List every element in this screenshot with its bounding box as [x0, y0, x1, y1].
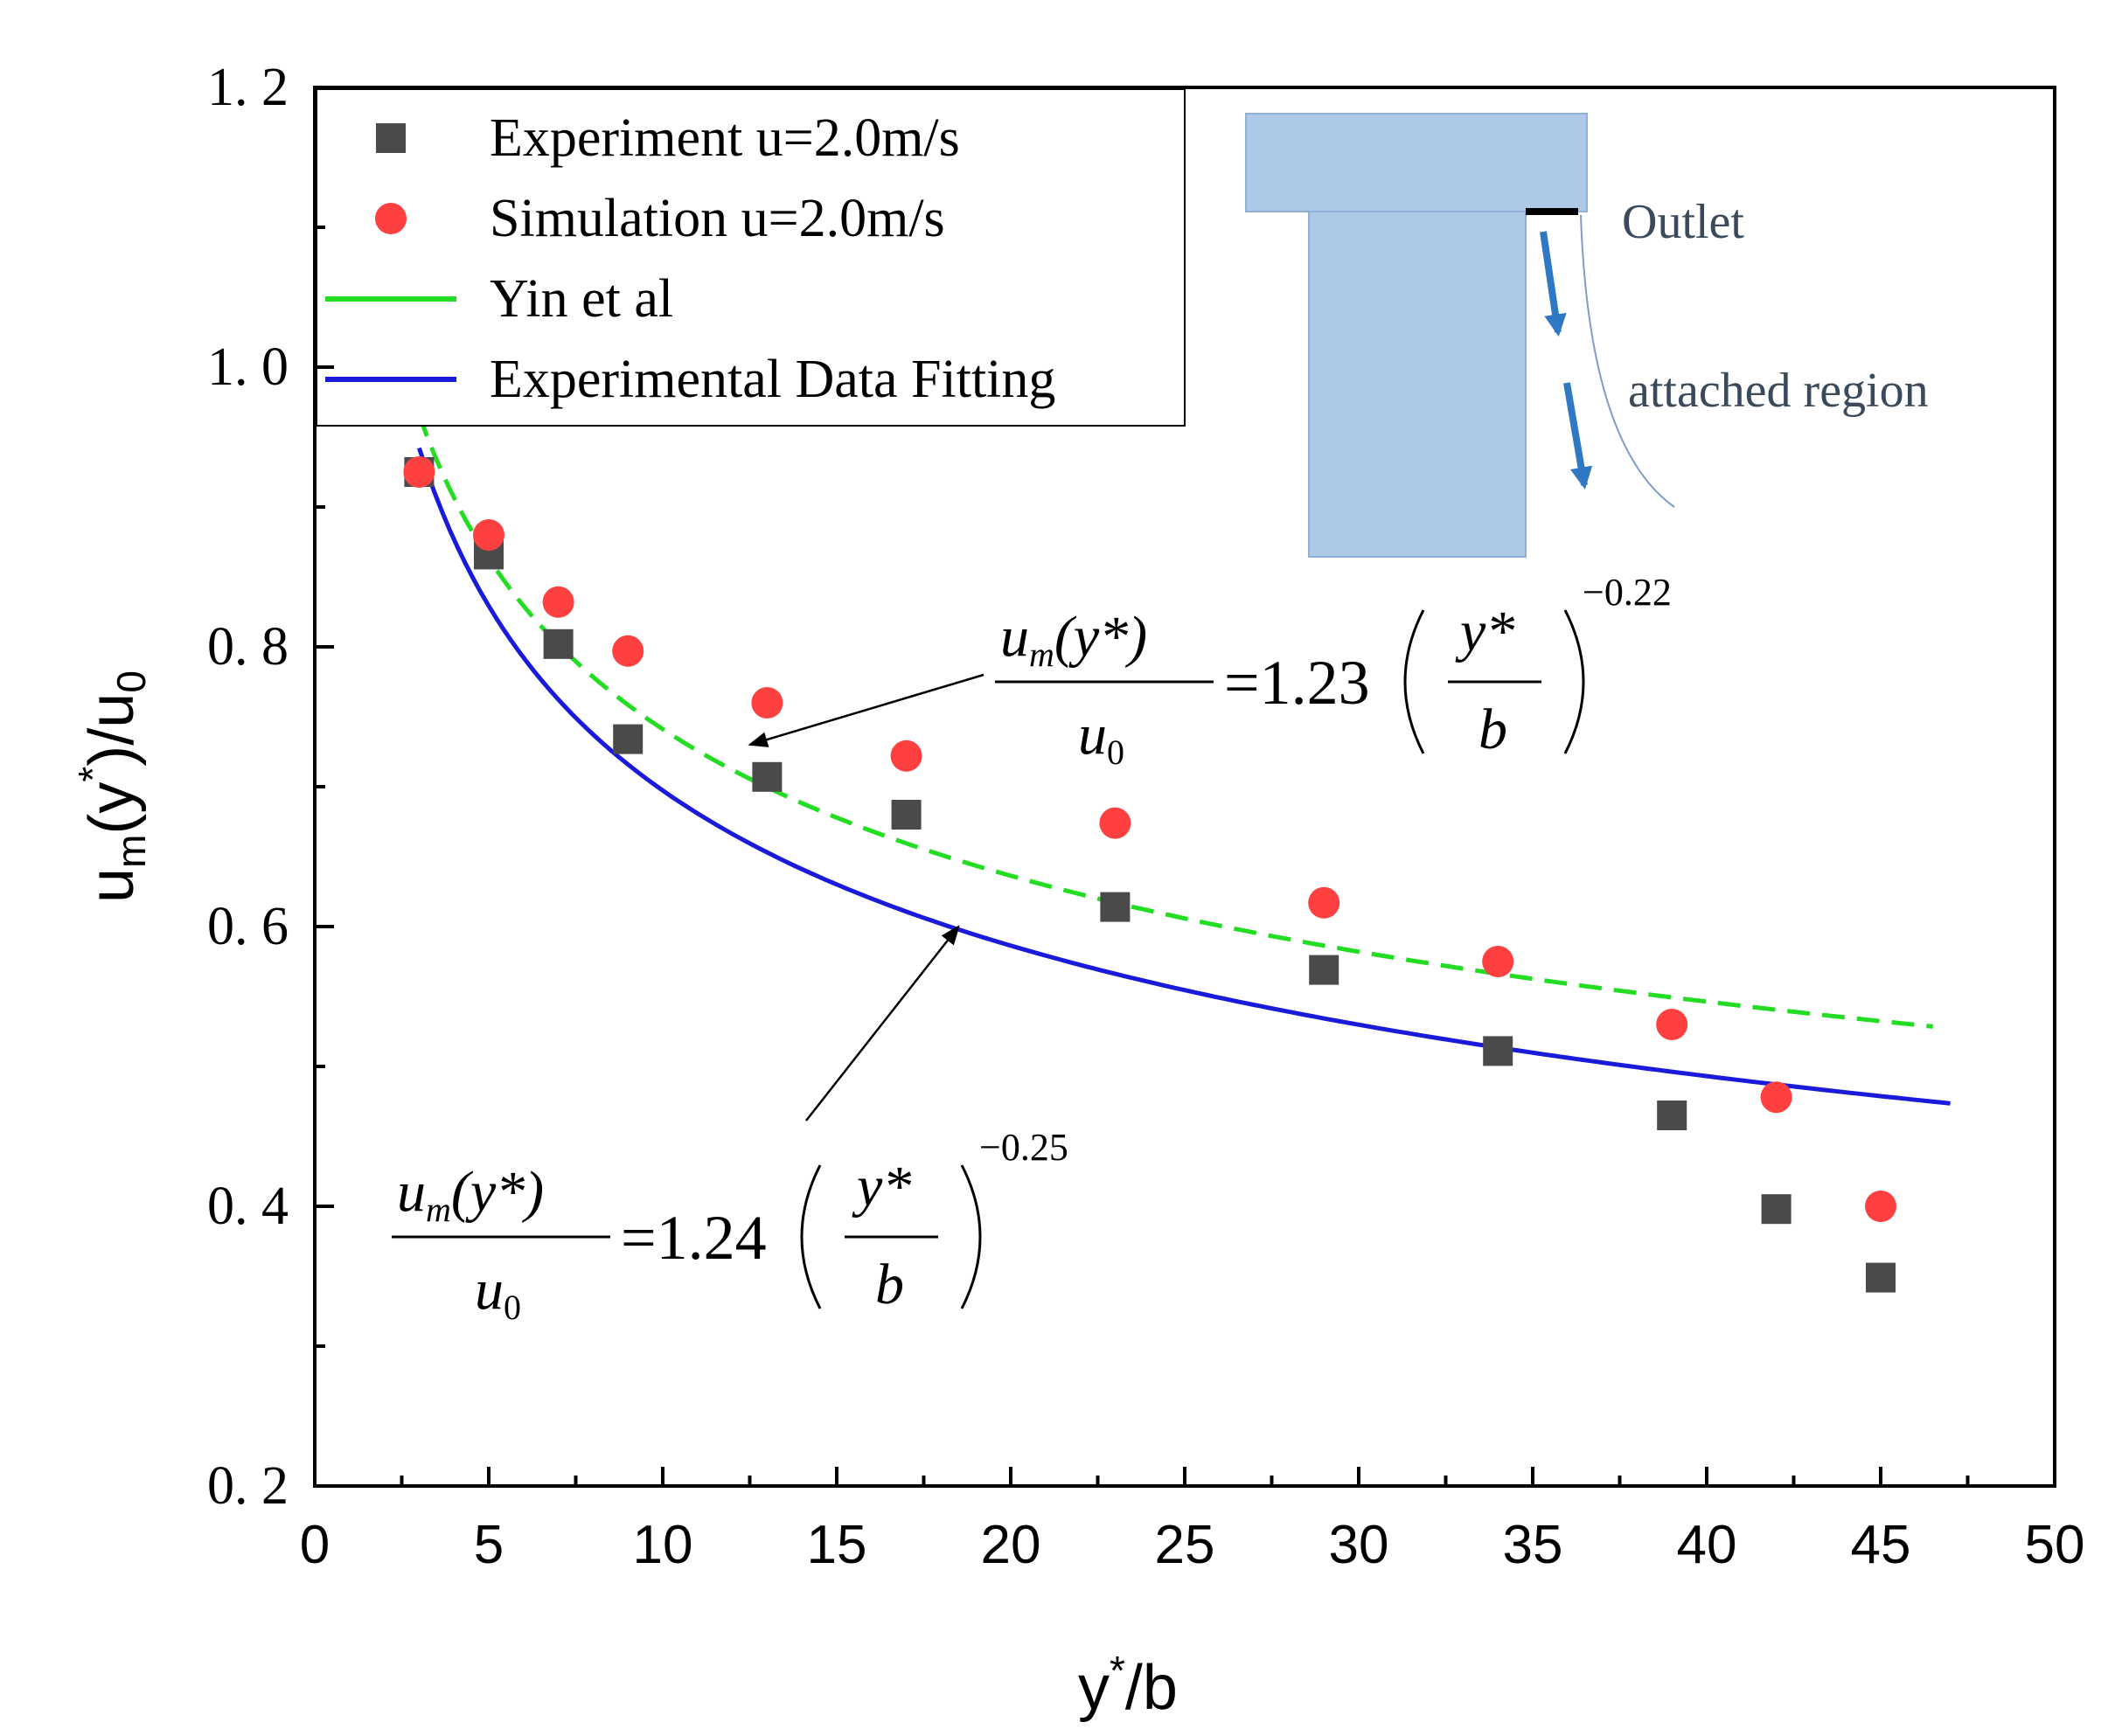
equation-denominator: u0	[475, 1258, 521, 1327]
simulation-point	[1308, 886, 1340, 919]
experiment-point	[752, 761, 783, 792]
plot-area	[403, 413, 1951, 1293]
experiment-point	[543, 628, 574, 659]
equation-exponent: −0.25	[979, 1126, 1068, 1169]
simulation-point	[1099, 807, 1131, 839]
equation-arrow-yin	[748, 673, 984, 747]
equation-yin: um(y*) u0 =1.23 y* b −0.22	[995, 571, 1672, 772]
x-tick-label: 50	[2025, 1515, 2085, 1575]
experiment-point	[613, 724, 644, 754]
x-tick-label: 20	[981, 1515, 1041, 1575]
legend-label: Simulation u=2.0m/s	[490, 189, 945, 248]
simulation-point	[1656, 1009, 1688, 1040]
x-axis-label: y*/b	[1078, 1648, 1178, 1723]
experiment-point	[1761, 1194, 1792, 1225]
experiment-point	[1866, 1262, 1896, 1293]
x-tick-label: 15	[807, 1515, 867, 1575]
simulation-point	[403, 456, 435, 488]
equation-exponent: −0.22	[1583, 571, 1672, 614]
simulation-point	[890, 740, 922, 772]
experiment-point	[1657, 1101, 1687, 1130]
y-tick-label: 1. 0	[207, 337, 289, 397]
legend: Experiment u=2.0m/s Simulation u=2.0m/s Yi…	[316, 88, 1186, 427]
experiment-point	[1100, 892, 1131, 922]
legend-label: Yin et al	[490, 269, 673, 329]
y-axis-label: um(y*)/u0	[70, 670, 154, 903]
y-tick-label: 0. 6	[207, 897, 289, 956]
y-tick-label: 0. 8	[207, 617, 289, 677]
inset-flow-arrow	[1540, 231, 1567, 337]
x-tick-label: 10	[633, 1515, 693, 1575]
legend-marker-circle	[375, 203, 407, 234]
equation-coefficient: =1.24	[621, 1203, 767, 1273]
equation-inner-numerator: y*	[1455, 600, 1514, 663]
legend-marker-square	[376, 123, 406, 153]
equation-fit: um(y*) u0 =1.24 y* b −0.25	[392, 1126, 1068, 1327]
equation-right-paren	[960, 1164, 982, 1309]
x-tick-label: 45	[1851, 1515, 1911, 1575]
equation-right-paren	[1563, 609, 1585, 754]
inset-column-block	[1308, 211, 1527, 558]
axes: 0 5 10 15 20 25 30 35 40 45 50 0. 2 0. 4 0. 6 0. 8 1. 0…	[70, 58, 2084, 1723]
x-tick-label: 30	[1329, 1515, 1389, 1575]
y-axis-label-text: um(y*)/u0	[70, 670, 154, 903]
experiment-point	[1309, 955, 1339, 985]
simulation-point	[542, 586, 574, 618]
equation-left-paren	[1403, 609, 1425, 754]
legend-label: Experiment u=2.0m/s	[490, 108, 960, 168]
simulation-point	[751, 687, 783, 719]
x-tick-label: 0	[300, 1515, 330, 1575]
x-tick-label: 25	[1155, 1515, 1215, 1575]
inset-flow-arrow	[1563, 382, 1593, 490]
inset-flow-curve	[1580, 214, 1675, 508]
series-line-fitting	[417, 447, 1951, 1106]
simulation-point	[1760, 1081, 1792, 1114]
equation-left-paren	[800, 1164, 822, 1309]
equation-inner-denominator: b	[875, 1253, 904, 1316]
inset-outlet-label: Outlet	[1622, 195, 1744, 249]
equation-numerator: um(y*)	[397, 1160, 544, 1229]
annotations: um(y*) u0 =1.23 y* b −0.22 um(y*) u0 =1.24 y* b −0.…	[392, 571, 1672, 1327]
simulation-point	[1482, 946, 1514, 977]
x-tick-label: 5	[474, 1515, 504, 1575]
y-tick-label: 1. 2	[207, 58, 289, 117]
inset-diagram: Outlet attached region	[1245, 113, 1929, 558]
equation-denominator: u0	[1078, 703, 1124, 772]
experiment-point	[1483, 1036, 1513, 1066]
equation-inner-denominator: b	[1478, 698, 1507, 761]
equation-numerator: um(y*)	[1000, 605, 1147, 674]
inset-top-block	[1245, 113, 1588, 212]
y-tick-label: 0. 4	[207, 1177, 289, 1236]
y-tick-label: 0. 2	[207, 1456, 289, 1516]
experiment-point	[891, 800, 922, 830]
x-tick-label: 35	[1503, 1515, 1563, 1575]
x-tick-label: 40	[1677, 1515, 1737, 1575]
equation-arrow-fit	[805, 925, 960, 1121]
legend-box	[316, 88, 1186, 427]
series-line-yin-et-al	[417, 413, 1933, 1029]
legend-label: Experimental Data Fitting	[490, 350, 1055, 409]
equation-inner-numerator: y*	[852, 1155, 911, 1219]
simulation-point	[612, 635, 644, 667]
inset-region-label: attached region	[1628, 364, 1929, 418]
equation-coefficient: =1.23	[1224, 648, 1370, 718]
simulation-point	[1865, 1191, 1896, 1222]
simulation-point	[473, 519, 504, 551]
